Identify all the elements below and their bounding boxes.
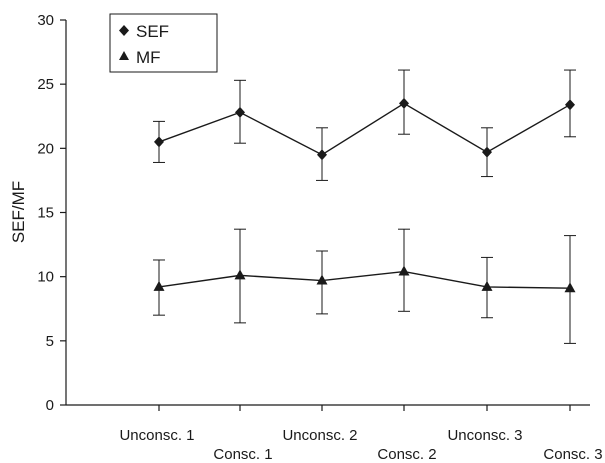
data-point-diamond: [565, 99, 575, 111]
series-mf: [153, 228, 576, 344]
y-tick-label: 20: [37, 140, 54, 157]
legend: SEF MF: [109, 13, 218, 73]
x-ticks: Unconsc. 1 Consc. 1 Unconsc. 2 Consc. 2 Unco…: [119, 405, 603, 463]
x-tick-label: Consc. 3: [543, 446, 602, 463]
data-point-diamond: [482, 146, 492, 158]
data-point-triangle: [153, 280, 165, 291]
x-tick-label: Unconsc. 1: [119, 427, 194, 444]
series-line: [158, 102, 571, 156]
axes: [65, 20, 590, 406]
y-tick-label: 10: [37, 269, 54, 286]
data-point-diamond: [154, 136, 164, 148]
y-tick-label: 0: [46, 397, 54, 414]
data-point-diamond: [317, 149, 327, 161]
legend-triangle-icon: [119, 51, 129, 60]
data-point-triangle: [481, 280, 493, 291]
y-axis-label: SEF/MF: [9, 181, 28, 243]
y-tick-label: 5: [46, 333, 54, 350]
y-tick-label: 25: [37, 76, 54, 93]
y-ticks: 0 5 10 15 20 25 30: [37, 12, 66, 414]
series-layer: [153, 69, 576, 344]
legend-label-sef: SEF: [136, 22, 169, 41]
x-tick-label: Unconsc. 2: [282, 427, 357, 444]
x-tick-label: Unconsc. 3: [447, 427, 522, 444]
data-point-triangle: [316, 274, 328, 285]
x-tick-label: Consc. 1: [213, 446, 272, 463]
x-tick-label: Consc. 2: [377, 446, 436, 463]
data-point-triangle: [398, 265, 410, 276]
y-tick-label: 15: [37, 205, 54, 222]
data-point-diamond: [399, 97, 409, 109]
legend-box: [109, 13, 218, 73]
y-tick-label: 30: [37, 12, 54, 29]
legend-label-mf: MF: [136, 48, 161, 67]
legend-diamond-icon: [119, 25, 129, 36]
data-point-triangle: [234, 269, 246, 280]
data-point-diamond: [235, 106, 245, 118]
series-line: [158, 270, 571, 289]
data-point-triangle: [564, 282, 576, 293]
series-sef: [153, 69, 576, 181]
